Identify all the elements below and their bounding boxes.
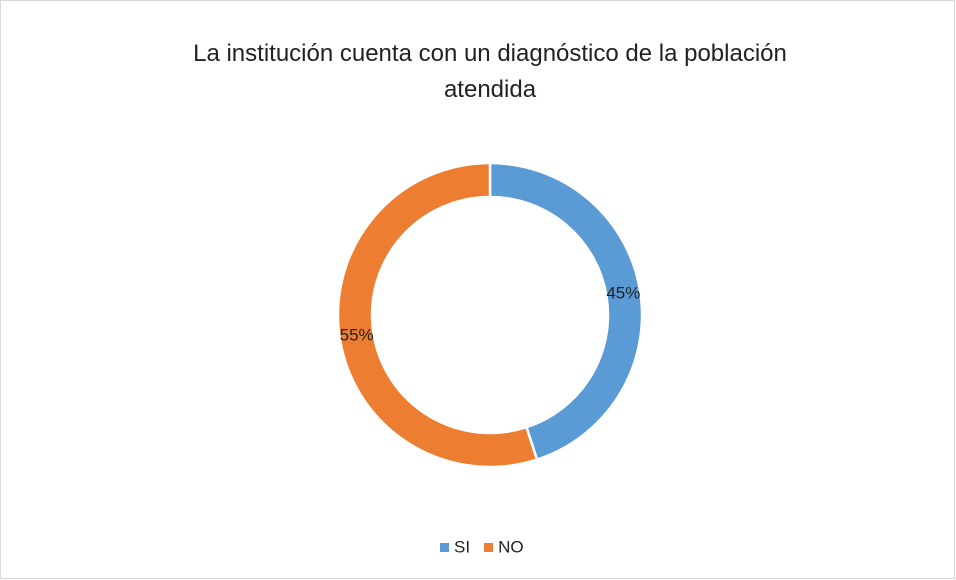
donut-slice: [488, 161, 644, 462]
donut-slice: [336, 161, 539, 469]
legend-label: SI: [454, 537, 470, 556]
legend-label: NO: [498, 537, 524, 556]
data-label: 55%: [340, 326, 374, 345]
data-label: 45%: [606, 283, 640, 302]
chart-title: La institución cuenta con un diagnóstico…: [193, 40, 787, 103]
legend-swatch: [440, 543, 449, 552]
legend-swatch: [484, 543, 494, 552]
